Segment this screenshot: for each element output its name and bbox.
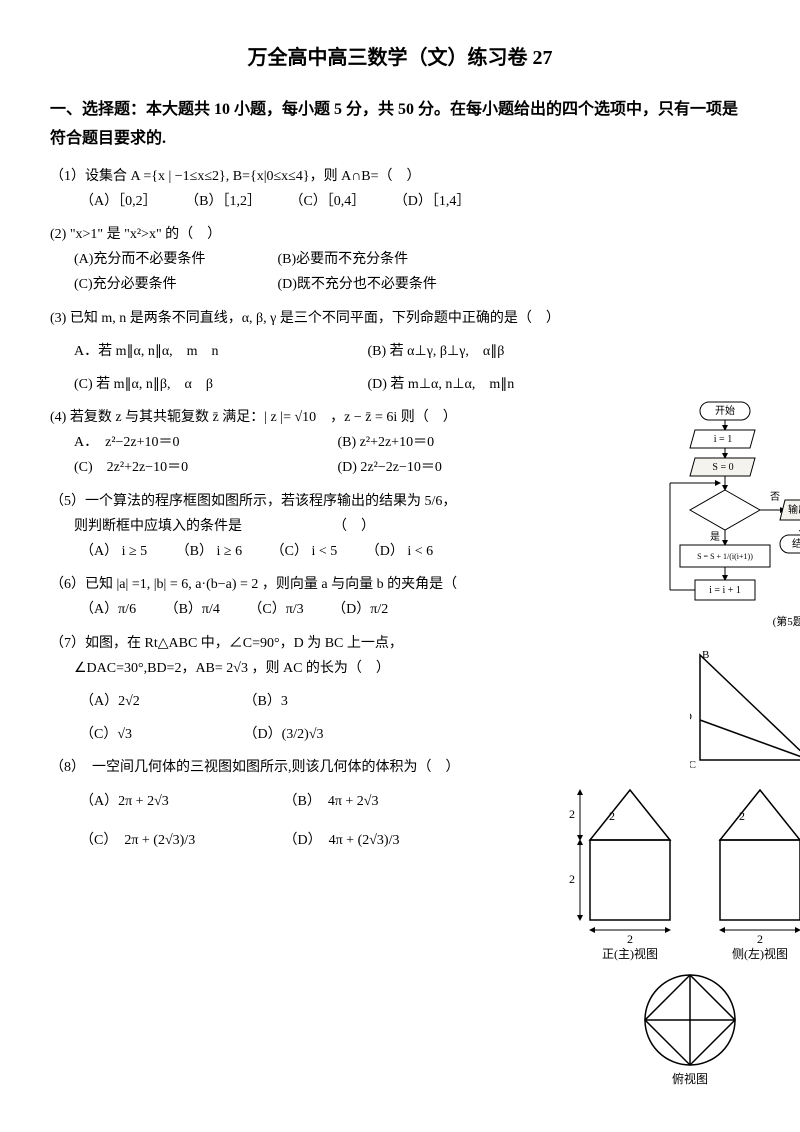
triangle-svg: C B A D [690, 650, 800, 770]
q7-c: （C）√3 [80, 722, 200, 747]
flow-init-i: i = 1 [714, 434, 732, 445]
q8-b: （B） 4π + 2√3 [284, 789, 379, 814]
q1-options: （A）［0,2］ （B）［1,2］ （C）［0,4］ （D）［1,4］ [50, 189, 750, 214]
flow-yes: 是 [710, 531, 720, 543]
triangle-figure: C B A D [690, 650, 800, 770]
q8-d: （D） 4π + (2√3)/3 [284, 828, 400, 853]
q8-c: （C） 2π + (2√3)/3 [80, 828, 240, 853]
q3-a: A．若 m∥α, n∥α, m n [74, 339, 324, 364]
section-heading: 一、选择题：本大题共 10 小题，每小题 5 分，共 50 分。在每小题给出的四… [50, 96, 750, 154]
q2-a: (A)充分而不必要条件 [74, 247, 274, 272]
front-dim-slant: 2 [609, 809, 615, 823]
question-4: (4) 若复数 z 与其共轭复数 z̄ 满足：| z |= √10 ，z − z… [50, 405, 750, 481]
q3-row1: A．若 m∥α, n∥α, m n (B) 若 α⊥γ, β⊥γ, α∥β [50, 339, 750, 364]
q4-stem: (4) 若复数 z 与其共轭复数 z̄ 满足：| z |= √10 ，z − z… [50, 405, 750, 430]
q4-row2: (C) 2z²+2z−10＝0 (D) 2z²−2z−10＝0 [50, 455, 750, 480]
flow-update-s: S = S + 1/(i(i+1)) [697, 552, 753, 561]
q4-row1: A． z²−2z+10＝0 (B) z²+2z+10＝0 [50, 430, 750, 455]
front-dim-w: 2 [627, 932, 633, 946]
flow-end: 结束 [792, 537, 800, 550]
q1-d: （D）［1,4］ [394, 189, 471, 214]
q2-stem: (2) "x>1" 是 "x²>x" 的（ ） [50, 222, 750, 247]
q5-a: （A） i ≥ 5 [80, 539, 147, 564]
q2-b: (B)必要而不充分条件 [278, 252, 409, 267]
q2-row2: (C)充分必要条件 (D)既不充分也不必要条件 [50, 272, 750, 297]
q6-d: （D）π/2 [332, 597, 388, 622]
q5-b: （B） i ≥ 6 [176, 539, 242, 564]
side-dim-w: 2 [757, 932, 763, 946]
flow-init-s: S = 0 [712, 462, 733, 473]
q5-d: （D） i < 6 [366, 539, 433, 564]
q4-a: A． z²−2z+10＝0 [74, 430, 294, 455]
question-7: （7）如图，在 Rt△ABC 中，∠C=90°，D 为 BC 上一点， ∠DAC… [50, 631, 750, 748]
q2-c: (C)充分必要条件 [74, 272, 274, 297]
three-views-svg: 2 2 2 2 2 2 正(主)视图 侧(左)视图 俯视图 [560, 780, 800, 1090]
q6-c: （C）π/3 [248, 597, 303, 622]
q1-stem: （1）设集合 A ={x | −1≤x≤2}, B={x|0≤x≤4}，则 A∩… [50, 164, 750, 189]
q8-stem: （8） 一空间几何体的三视图如图所示,则该几何体的体积为（ ） [50, 755, 750, 780]
q1-b: （B）［1,2］ [185, 189, 261, 214]
q5-options: （A） i ≥ 5 （B） i ≥ 6 （C） i < 5 （D） i < 6 [50, 539, 750, 564]
question-3: (3) 已知 m, n 是两条不同直线，α, β, γ 是三个不同平面，下列命题… [50, 306, 750, 398]
q3-row2: (C) 若 m∥α, n∥β, α β (D) 若 m⊥α, n⊥α, m∥n [50, 372, 750, 397]
front-dim-h2: 2 [569, 872, 575, 886]
question-5: （5）一个算法的程序框图如图所示，若该程序输出的结果为 5/6， 则判断框中应填… [50, 489, 750, 565]
q7-stem1: （7）如图，在 Rt△ABC 中，∠C=90°，D 为 BC 上一点， [50, 631, 750, 656]
flow-start: 开始 [715, 404, 735, 417]
front-label: 正(主)视图 [602, 946, 658, 961]
q5-stem1: （5）一个算法的程序框图如图所示，若该程序输出的结果为 5/6， [50, 489, 750, 514]
q5-c: （C） i < 5 [271, 539, 338, 564]
tri-b: B [702, 650, 709, 661]
side-dim-slant: 2 [739, 809, 745, 823]
q3-d: (D) 若 m⊥α, n⊥α, m∥n [368, 372, 515, 397]
tri-c: C [690, 759, 696, 770]
q6-a: （A）π/6 [80, 597, 136, 622]
flow-output: 输出 S [788, 503, 800, 516]
q7-row1: （A）2√2 （B）3 [50, 689, 750, 714]
flow-caption: (第5题) [773, 614, 800, 628]
question-2: (2) "x>1" 是 "x²>x" 的（ ） (A)充分而不必要条件 (B)必… [50, 222, 750, 298]
q2-row1: (A)充分而不必要条件 (B)必要而不充分条件 [50, 247, 750, 272]
q3-b: (B) 若 α⊥γ, β⊥γ, α∥β [368, 339, 505, 364]
flow-update-i: i = i + 1 [709, 585, 741, 596]
q8-a: （A）2π + 2√3 [80, 789, 240, 814]
q1-a: （A）［0,2］ [80, 189, 157, 214]
q7-row2: （C）√3 （D）(3/2)√3 [50, 722, 750, 747]
page-title: 万全高中高三数学（文）练习卷 27 [50, 40, 750, 76]
side-label: 侧(左)视图 [732, 946, 788, 961]
q3-stem: (3) 已知 m, n 是两条不同直线，α, β, γ 是三个不同平面，下列命题… [50, 306, 750, 331]
q3-c: (C) 若 m∥α, n∥β, α β [74, 372, 324, 397]
front-dim-h: 2 [569, 807, 575, 821]
q6-b: （B）π/4 [165, 597, 220, 622]
q4-c: (C) 2z²+2z−10＝0 [74, 455, 294, 480]
flowchart-figure: 开始 i = 1 S = 0 否 是 S = S + 1/(i(i+1)) i … [660, 400, 800, 660]
q4-b: (B) z²+2z+10＝0 [338, 430, 435, 455]
tri-d: D [690, 711, 692, 723]
q1-c: （C）［0,4］ [289, 189, 365, 214]
flow-no: 否 [770, 491, 780, 503]
three-views-figure: 2 2 2 2 2 2 正(主)视图 侧(左)视图 俯视图 [560, 780, 800, 1090]
q6-stem: （6）已知 |a| =1, |b| = 6, a·(b−a) = 2 ，则向量 … [50, 572, 750, 597]
q2-d: (D)既不充分也不必要条件 [278, 277, 437, 292]
question-1: （1）设集合 A ={x | −1≤x≤2}, B={x|0≤x≤4}，则 A∩… [50, 164, 750, 214]
q5-stem2: 则判断框中应填入的条件是 （ ） [50, 514, 750, 539]
q7-stem2: ∠DAC=30°,BD=2，AB= 2√3 ，则 AC 的长为（ ） [50, 656, 750, 681]
flowchart-svg: 开始 i = 1 S = 0 否 是 S = S + 1/(i(i+1)) i … [660, 400, 800, 660]
q7-a: （A）2√2 [80, 689, 200, 714]
q7-b: （B）3 [244, 689, 288, 714]
top-label: 俯视图 [672, 1071, 708, 1086]
q4-d: (D) 2z²−2z−10＝0 [338, 455, 442, 480]
q6-options: （A）π/6 （B）π/4 （C）π/3 （D）π/2 [50, 597, 750, 622]
q7-d: （D）(3/2)√3 [244, 722, 324, 747]
question-6: （6）已知 |a| =1, |b| = 6, a·(b−a) = 2 ，则向量 … [50, 572, 750, 622]
